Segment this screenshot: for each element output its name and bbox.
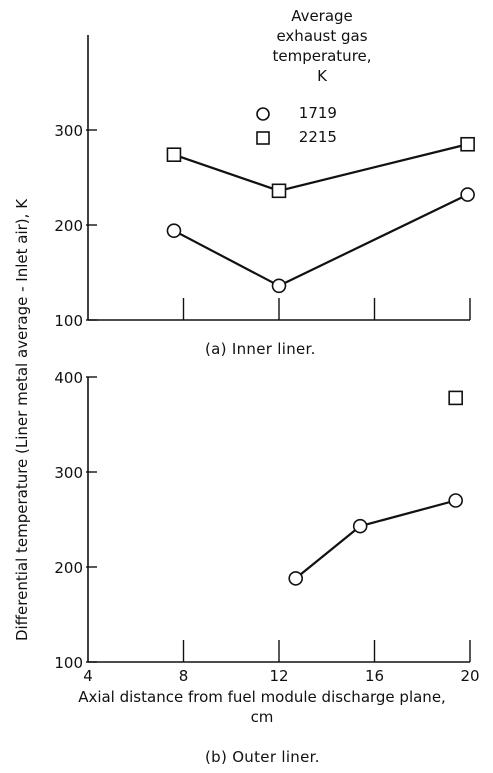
x-tick-label: 4 <box>83 667 93 685</box>
series-line-1719 <box>295 499 456 580</box>
series-line-2215 <box>173 143 468 192</box>
x-tick-label: 8 <box>179 667 189 685</box>
x-axis-label: Axial distance from fuel module discharg… <box>78 688 446 706</box>
data-point-2215 <box>166 147 182 162</box>
data-point-2215 <box>460 136 475 152</box>
data-point-1719 <box>352 518 368 534</box>
legend-circle-marker <box>256 106 270 121</box>
data-point-2215 <box>448 390 463 406</box>
x-axis-unit: cm <box>251 708 274 726</box>
legend-title-line: temperature, <box>272 47 372 65</box>
data-point-2215 <box>271 183 287 199</box>
legend-title-line: Average <box>291 7 353 25</box>
x-tick-label: 12 <box>269 667 288 685</box>
legend-entry-1719: 1719 <box>254 104 337 123</box>
x-tick-label: 20 <box>460 667 479 685</box>
panel-inner-liner: 100 200 300 <box>54 35 475 330</box>
data-point-1719 <box>288 571 304 586</box>
data-point-1719 <box>460 187 475 202</box>
y-tick-label: 300 <box>54 464 83 482</box>
series-line-1719 <box>173 193 469 288</box>
legend-title-line: K <box>317 67 327 85</box>
x-tick-label: 16 <box>365 667 384 685</box>
caption-inner-liner: (a) Inner liner. <box>205 340 316 358</box>
legend-entry-2215: 2215 <box>254 128 337 147</box>
y-tick-label: 100 <box>54 654 83 672</box>
legend-title-line: exhaust gas <box>276 27 368 45</box>
data-point-1719 <box>448 493 463 508</box>
y-tick-label: 200 <box>54 559 83 577</box>
y-tick-label: 300 <box>54 122 83 140</box>
legend-label: 2215 <box>298 128 337 146</box>
caption-outer-liner: (b) Outer liner. <box>205 748 320 766</box>
y-axis-label: Differential temperature (Liner metal av… <box>13 198 31 641</box>
legend-title: Average exhaust gas temperature, K <box>232 6 412 86</box>
legend-square-marker <box>256 130 270 145</box>
data-point-1719 <box>166 223 182 238</box>
legend-label: 1719 <box>298 104 337 122</box>
y-tick-label: 200 <box>54 217 83 235</box>
y-tick-label: 400 <box>54 369 83 387</box>
y-tick-label: 100 <box>54 312 83 330</box>
data-point-1719 <box>271 278 287 294</box>
panel-outer-liner: 100 200 300 400 4 8 12 16 20 <box>54 369 479 685</box>
